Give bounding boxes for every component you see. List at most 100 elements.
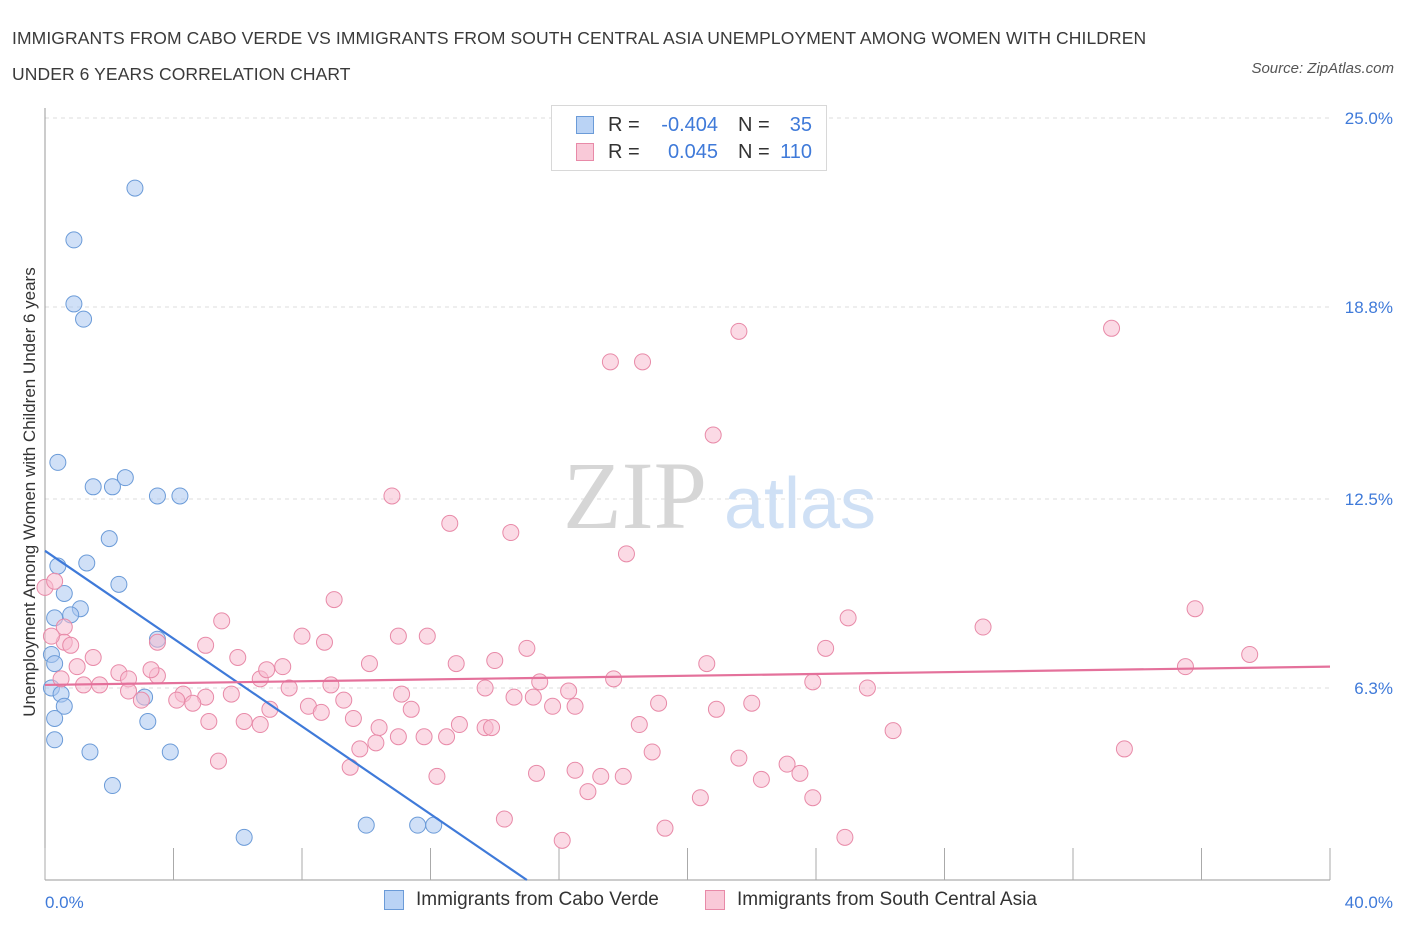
r-label: R = — [608, 113, 640, 136]
y-tick-label: 25.0% — [1345, 109, 1393, 128]
south-central-asia-point — [836, 828, 854, 846]
south-central-asia-point — [341, 758, 359, 776]
south-central-asia-point — [312, 703, 330, 721]
x-tick-label: 40.0% — [1345, 893, 1393, 912]
south-central-asia-point — [839, 609, 857, 627]
south-central-asia-point — [251, 716, 269, 734]
south-central-asia-point — [370, 719, 388, 737]
south-central-asia-point — [344, 709, 362, 727]
tick-labels: 6.3% 12.5% 18.8% 25.0% 0.0% 40.0% — [45, 109, 1393, 912]
south-central-asia-point — [752, 770, 770, 788]
watermark: ZIP atlas — [563, 442, 876, 549]
n-value: 110 — [780, 140, 812, 163]
south-central-asia-point — [280, 679, 298, 697]
gridlines — [45, 117, 1330, 689]
south-central-asia-point — [858, 679, 876, 697]
cabo-verde-point — [55, 584, 73, 602]
watermark-zip: ZIP — [563, 442, 707, 549]
south-central-asia-point — [1115, 740, 1133, 758]
south-central-asia-point — [383, 487, 401, 505]
south-central-asia-point — [617, 545, 635, 563]
south-central-asia-point — [544, 697, 562, 715]
cabo-verde-point — [81, 743, 99, 761]
stats-legend: R = -0.404 N = 35 R = 0.045 N = 110 — [551, 105, 827, 171]
south-central-asia-point — [605, 670, 623, 688]
r-value: 0.045 — [667, 140, 718, 163]
cabo-verde-point — [46, 655, 64, 673]
south-central-asia-point — [235, 713, 253, 731]
cabo-verde-point — [148, 487, 166, 505]
cabo-verde-point — [100, 530, 118, 548]
south-central-asia-point — [68, 658, 86, 676]
legend-label: Immigrants from Cabo Verde — [416, 889, 659, 910]
n-value: 35 — [789, 113, 812, 136]
cabo-verde-point — [171, 487, 189, 505]
south-central-asia-point — [402, 700, 420, 718]
cabo-verde-point — [55, 697, 73, 715]
south-central-asia-point — [84, 648, 102, 666]
south-central-asia-point — [360, 655, 378, 673]
south-central-asia-point — [222, 685, 240, 703]
south-central-asia-point — [200, 713, 218, 731]
n-label: N = — [738, 113, 770, 136]
cabo-verde-point — [126, 179, 144, 197]
stats-row-cabo-verde: R = -0.404 N = 35 — [576, 113, 812, 137]
south-central-asia-point — [62, 636, 80, 654]
axes — [44, 108, 1331, 881]
south-central-asia-point — [168, 691, 186, 709]
south-central-asia-point — [518, 639, 536, 657]
south-central-asia-trend-line — [44, 665, 1331, 687]
south-central-asia-point — [213, 612, 231, 630]
south-central-asia-point — [389, 627, 407, 645]
cabo-verde-point — [46, 709, 64, 727]
south-central-asia-point — [743, 694, 761, 712]
south-central-asia-point — [505, 688, 523, 706]
south-central-asia-point — [438, 728, 456, 746]
south-central-asia-point — [778, 755, 796, 773]
south-central-asia-point — [351, 740, 369, 758]
south-central-asia-point — [229, 648, 247, 666]
cabo-verde-point — [357, 816, 375, 834]
south-central-asia-point — [791, 764, 809, 782]
south-central-asia-point — [325, 591, 343, 609]
r-value: -0.404 — [661, 113, 718, 136]
south-central-asia-point — [428, 767, 446, 785]
south-central-asia-point — [46, 572, 64, 590]
south-central-asia-point — [335, 691, 353, 709]
south-central-asia-point — [691, 789, 709, 807]
south-central-asia-point — [524, 688, 542, 706]
south-central-asia-point — [315, 633, 333, 651]
south-central-asia-point — [817, 639, 835, 657]
south-central-asia-point — [274, 658, 292, 676]
south-central-asia-point — [630, 716, 648, 734]
cabo-verde-point — [65, 295, 83, 313]
south-central-asia-point — [184, 694, 202, 712]
south-central-asia-point — [389, 728, 407, 746]
south-central-asia-point — [704, 426, 722, 444]
cabo-verde-point — [78, 554, 96, 572]
cabo-verde-point — [139, 713, 157, 731]
south-central-asia-point — [322, 676, 340, 694]
south-central-asia-point — [1241, 645, 1259, 663]
south-central-asia-point — [258, 661, 276, 679]
south-central-asia-point — [495, 810, 513, 828]
trend-lines — [44, 549, 1331, 881]
y-tick-label: 18.8% — [1345, 298, 1393, 317]
legend-swatch-pink — [576, 143, 594, 161]
south-central-asia-point — [566, 761, 584, 779]
legend-label: Immigrants from South Central Asia — [737, 889, 1037, 910]
legend-swatch-blue — [576, 116, 594, 134]
south-central-asia-point — [730, 322, 748, 340]
south-central-asia-point — [804, 673, 822, 691]
south-central-asia-point — [884, 722, 902, 740]
south-central-asia-point — [367, 734, 385, 752]
south-central-asia-point — [1186, 600, 1204, 618]
south-central-asia-point — [450, 716, 468, 734]
cabo-verde-point — [49, 453, 67, 471]
south-central-asia-point — [592, 767, 610, 785]
south-central-asia-point — [393, 685, 411, 703]
south-central-asia-point — [974, 618, 992, 636]
south-central-asia-point — [132, 691, 150, 709]
cabo-verde-point — [103, 777, 121, 795]
